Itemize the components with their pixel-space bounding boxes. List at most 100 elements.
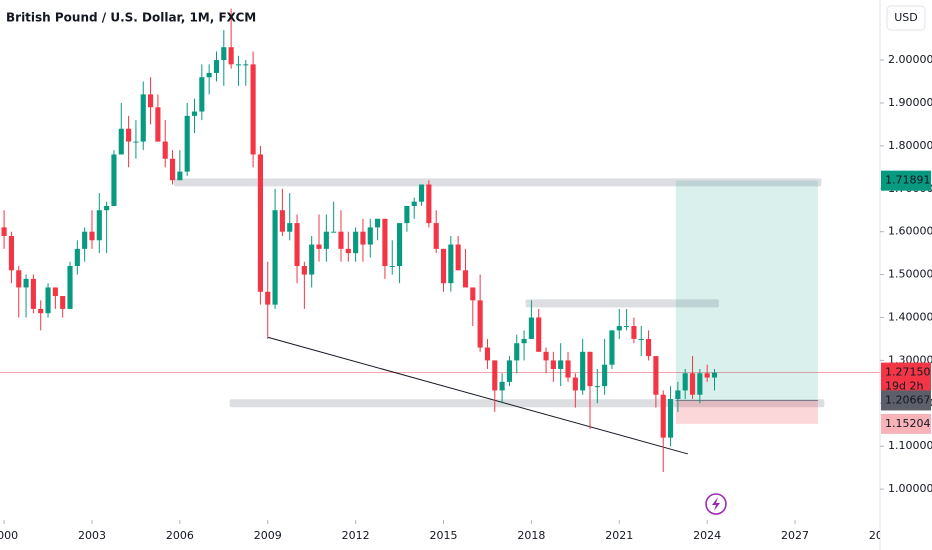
candle-body xyxy=(382,218,388,267)
candle-body xyxy=(82,231,88,249)
candle-body xyxy=(455,244,461,271)
x-tick-label: 2021 xyxy=(605,529,633,542)
candle-body xyxy=(338,231,344,249)
candle-body xyxy=(89,231,95,241)
candle-body xyxy=(257,154,263,292)
x-tick-label: 2012 xyxy=(342,529,370,542)
candle-body xyxy=(675,390,681,400)
candle-body xyxy=(499,381,505,391)
candle-body xyxy=(653,356,659,395)
candle-body xyxy=(484,347,491,361)
candle-body xyxy=(169,158,176,181)
profit-zone xyxy=(675,180,818,401)
support-resistance-zone xyxy=(174,178,822,187)
candle-body xyxy=(462,270,469,288)
loss-zone xyxy=(675,400,818,424)
candle-body xyxy=(104,205,110,211)
candle-body xyxy=(697,373,703,395)
candle-body xyxy=(448,244,454,284)
x-tick-label: 2024 xyxy=(693,529,721,542)
candle-body xyxy=(345,248,351,254)
y-tick-label: 1.40000 xyxy=(888,310,932,323)
candle-body xyxy=(228,47,234,65)
candle-body xyxy=(411,201,417,206)
y-tick-label: 1.00000 xyxy=(888,482,932,495)
y-tick-label: 1.50000 xyxy=(888,268,932,281)
candle-body xyxy=(309,244,315,275)
candle-body xyxy=(404,205,410,224)
candle-body xyxy=(521,338,527,344)
candle-body xyxy=(74,248,80,267)
currency-label: USD xyxy=(894,11,918,24)
candle-body xyxy=(265,291,271,305)
price-label: 1.27150 xyxy=(885,366,931,379)
candle-body xyxy=(477,300,483,348)
y-tick-label: 1.10000 xyxy=(888,439,932,452)
candle-body xyxy=(331,231,337,233)
candle-body xyxy=(243,64,249,66)
candle-body xyxy=(704,373,710,378)
candle-body xyxy=(235,64,242,66)
candle-body xyxy=(602,364,608,387)
candle-body xyxy=(667,399,674,438)
candle-body xyxy=(155,107,161,142)
candle-body xyxy=(30,278,36,309)
x-tick-label: 2000 xyxy=(0,529,18,542)
candle-body xyxy=(565,360,571,378)
candle-body xyxy=(272,210,278,305)
candle-body xyxy=(16,270,22,288)
y-tick-label: 1.80000 xyxy=(888,139,932,152)
x-tick-label: 2006 xyxy=(166,529,194,542)
candle-body xyxy=(631,326,637,339)
candle-body xyxy=(191,111,198,116)
countdown-label: 19d 2h xyxy=(885,380,923,393)
trendline xyxy=(267,336,688,455)
y-tick-label: 1.90000 xyxy=(888,96,932,109)
y-tick-label: 2.00000 xyxy=(888,53,932,66)
y-tick-label: 1.60000 xyxy=(888,225,932,238)
candle-body xyxy=(689,373,696,395)
candle-body xyxy=(8,235,14,271)
candle-body xyxy=(558,360,564,369)
candle-body xyxy=(323,231,329,249)
candle-body xyxy=(353,231,359,254)
candle-body xyxy=(418,184,425,202)
candle-body xyxy=(148,94,154,108)
x-tick-label: 2015 xyxy=(430,529,458,542)
candle-body xyxy=(389,266,395,268)
candle-body xyxy=(140,94,146,142)
x-tick-label: 2027 xyxy=(781,529,809,542)
candle-body xyxy=(375,218,381,228)
candle-body xyxy=(580,351,586,391)
candle-body xyxy=(184,115,190,172)
candle-body xyxy=(594,386,600,388)
stop-label-box xyxy=(881,413,931,434)
support-resistance-zone xyxy=(525,299,719,308)
candle-body xyxy=(250,64,256,155)
x-tick-label: 2030 xyxy=(869,529,897,542)
x-tick-label: 2018 xyxy=(517,529,545,542)
time-axis: 2000 2003 2006 2009 2012 2015 2018 2021 2024 2027… xyxy=(0,520,897,542)
target-label-box xyxy=(881,170,931,191)
candle-body xyxy=(528,317,534,339)
candle-body xyxy=(367,227,373,245)
candle-body xyxy=(587,351,593,387)
candle-body xyxy=(60,296,66,309)
event-icon-bolt xyxy=(712,497,720,511)
currency-button[interactable] xyxy=(886,5,926,31)
candle-body xyxy=(646,338,652,357)
candle-body xyxy=(536,317,542,352)
entry-label: 1.20667 xyxy=(885,393,931,406)
support-resistance-zone xyxy=(229,399,825,408)
candle-body xyxy=(638,338,644,340)
candle-body xyxy=(38,308,44,314)
candle-body xyxy=(199,77,205,112)
candle-body xyxy=(682,373,688,391)
candle-body xyxy=(426,184,432,224)
candle-body xyxy=(206,72,212,78)
candle-body xyxy=(221,47,227,61)
candle-body xyxy=(1,227,7,236)
candle-body xyxy=(111,154,117,206)
candle-body xyxy=(514,343,520,361)
